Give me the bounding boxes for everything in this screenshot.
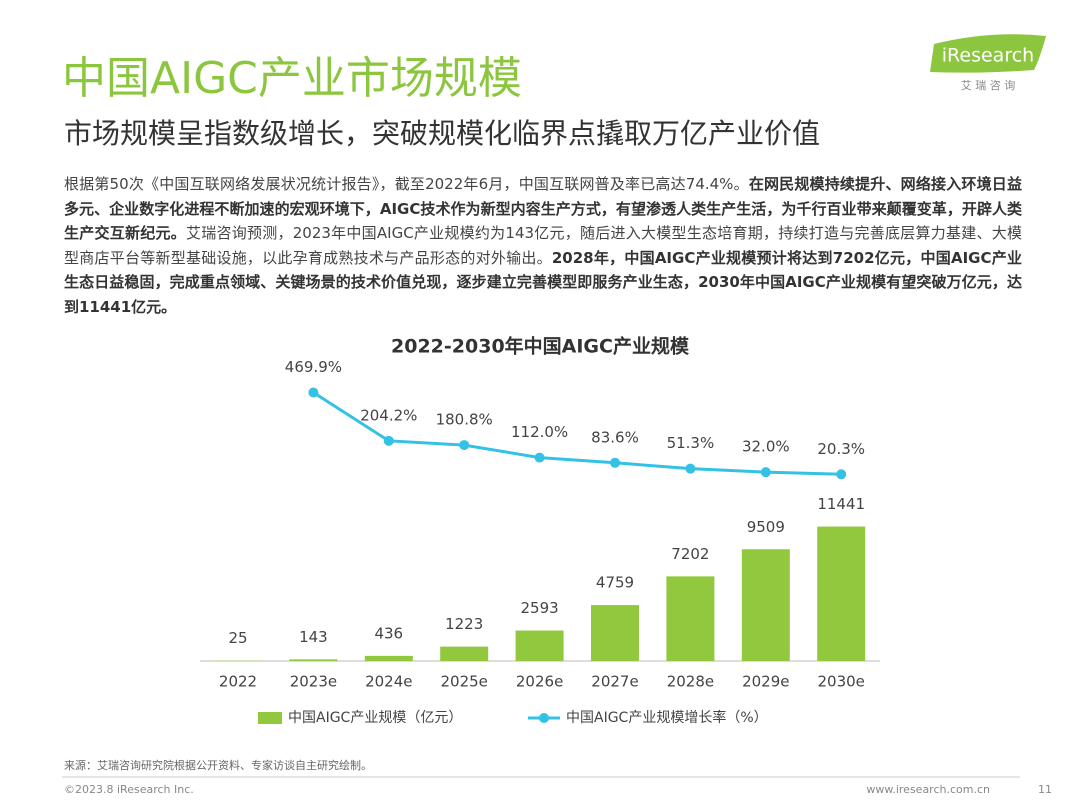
data-label: 1223 bbox=[445, 615, 483, 633]
data-label: 4759 bbox=[596, 574, 634, 592]
line-point bbox=[610, 457, 620, 468]
x-tick-label: 2027e bbox=[591, 673, 638, 691]
bar bbox=[741, 549, 790, 661]
x-tick-label: 2028e bbox=[667, 673, 714, 691]
x-tick-label: 2023e bbox=[290, 673, 337, 691]
logo-subtext: 艾 瑞 咨 询 bbox=[961, 78, 1016, 92]
data-label: 180.8% bbox=[436, 411, 493, 429]
body-segment: 艾瑞咨询预测，2023年中国AIGC产业规模约为143亿元，随后进入大模型生态培… bbox=[64, 224, 1022, 267]
source-note: 来源：艾瑞咨询研究院根据公开资料、专家访谈自主研究绘制。 bbox=[64, 759, 372, 772]
data-label: 112.0% bbox=[511, 423, 568, 441]
line-point bbox=[308, 387, 319, 398]
data-label: 204.2% bbox=[360, 406, 417, 424]
copyright: ©2023.8 iResearch Inc. bbox=[64, 783, 194, 796]
page-number: 11 bbox=[1038, 783, 1052, 796]
data-label: 25 bbox=[228, 629, 247, 647]
data-label: 11441 bbox=[817, 495, 865, 513]
body-segment: 在网民规模持续提升、网络接入环境日益多元、企业数字化进程不断加速的宏观环境下，A… bbox=[64, 175, 1022, 242]
line-point bbox=[760, 467, 771, 478]
line bbox=[312, 391, 842, 476]
x-tick-label: 2026e bbox=[516, 673, 563, 691]
line-point bbox=[383, 435, 394, 446]
logo-shape bbox=[930, 34, 1046, 73]
bar bbox=[515, 630, 564, 661]
legend-label: 中国AIGC产业规模增长率（%） bbox=[566, 709, 768, 726]
bar bbox=[817, 526, 866, 661]
legend-swatch bbox=[539, 713, 549, 723]
bar bbox=[289, 659, 338, 661]
data-label: 20.3% bbox=[817, 440, 865, 458]
line-point bbox=[685, 463, 696, 474]
bar bbox=[591, 605, 639, 661]
x-tick-label: 2022 bbox=[219, 673, 257, 691]
data-label: 436 bbox=[374, 624, 403, 642]
data-label: 469.9% bbox=[285, 358, 342, 376]
line-point bbox=[836, 469, 847, 480]
body-text: 根据第50次《中国互联网络发展状况统计报告》，截至2022年6月，中国互联网普及… bbox=[64, 172, 1022, 319]
slide-subtitle: 市场规模呈指数级增长，突破规模化临界点撬取万亿产业价值 bbox=[64, 117, 821, 150]
bar bbox=[440, 646, 489, 661]
x-tick-label: 2030e bbox=[817, 673, 864, 691]
data-label: 7202 bbox=[671, 545, 709, 563]
bar bbox=[364, 655, 413, 661]
logo-text: iResearch bbox=[942, 45, 1034, 67]
data-label: 2593 bbox=[521, 599, 559, 617]
x-tick-label: 2025e bbox=[440, 673, 487, 691]
body-segment: 2028年，中国AIGC产业规模预计将达到7202亿元，中国AIGC产业生态日益… bbox=[64, 248, 1022, 316]
data-label: 32.0% bbox=[742, 438, 790, 456]
x-tick-label: 2024e bbox=[365, 673, 412, 691]
legend-label: 中国AIGC产业规模（亿元） bbox=[288, 710, 462, 726]
legend-swatch bbox=[258, 712, 282, 724]
data-label: 83.6% bbox=[591, 428, 639, 446]
data-label: 51.3% bbox=[667, 434, 715, 452]
bar bbox=[666, 576, 715, 661]
slide-title: 中国AIGC产业市场规模 bbox=[62, 53, 522, 104]
website: www.iresearch.com.cn bbox=[866, 783, 990, 796]
data-label: 143 bbox=[299, 628, 328, 646]
line-point bbox=[534, 452, 545, 463]
body-segment: 根据第50次《中国互联网络发展状况统计报告》，截至2022年6月，中国互联网普及… bbox=[64, 175, 749, 193]
line-point bbox=[459, 440, 470, 451]
data-label: 9509 bbox=[747, 518, 785, 536]
x-tick-label: 2029e bbox=[742, 673, 789, 691]
chart-title: 2022-2030年中国AIGC产业规模 bbox=[391, 335, 690, 358]
